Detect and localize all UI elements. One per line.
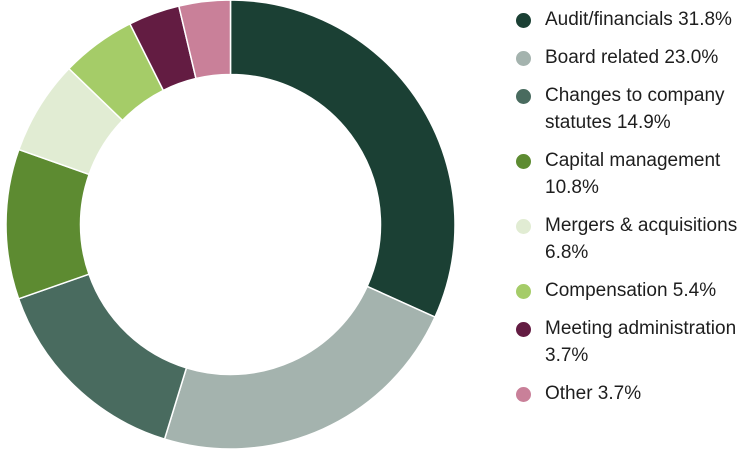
- legend-item-compensation: Compensation 5.4%: [516, 277, 748, 304]
- legend-item-board-related: Board related 23.0%: [516, 44, 748, 71]
- legend-swatch-meeting-administration: [516, 322, 531, 337]
- legend-item-capital-management: Capital management 10.8%: [516, 147, 748, 201]
- legend-label-capital-management: Capital management 10.8%: [545, 150, 721, 198]
- legend-swatch-compensation: [516, 284, 531, 299]
- legend-item-meeting-administration: Meeting administration 3.7%: [516, 315, 748, 369]
- slice-changes-to-company-statutes: [17, 273, 188, 441]
- legend-item-company-statutes: Changes to company statutes 14.9%: [516, 82, 748, 136]
- legend-label-board-related: Board related 23.0%: [545, 47, 719, 68]
- legend-item-other: Other 3.7%: [516, 380, 748, 407]
- legend-swatch-company-statutes: [516, 89, 531, 104]
- slice-capital-management: [5, 148, 91, 300]
- legend-label-compensation: Compensation 5.4%: [545, 280, 717, 301]
- slice-other: [177, 0, 232, 80]
- legend-item-mergers-acquisitions: Mergers & acquisitions 6.8%: [516, 212, 748, 266]
- slice-board-related: [163, 285, 436, 450]
- legend-swatch-mergers-acquisitions: [516, 219, 531, 234]
- legend-label-meeting-administration: Meeting administration 3.7%: [545, 318, 737, 366]
- legend-swatch-board-related: [516, 51, 531, 66]
- legend-label-other: Other 3.7%: [545, 383, 642, 404]
- legend-item-audit-financials: Audit/financials 31.8%: [516, 6, 748, 33]
- legend-label-company-statutes: Changes to company statutes 14.9%: [545, 85, 725, 133]
- legend-label-audit-financials: Audit/financials 31.8%: [545, 9, 732, 30]
- legend-label-mergers-acquisitions: Mergers & acquisitions 6.8%: [545, 215, 738, 263]
- slice-audit-financials: [229, 0, 456, 319]
- legend-swatch-capital-management: [516, 154, 531, 169]
- legend-swatch-audit-financials: [516, 13, 531, 28]
- legend-swatch-other: [516, 387, 531, 402]
- chart-legend: Audit/financials 31.8% Board related 23.…: [516, 6, 748, 407]
